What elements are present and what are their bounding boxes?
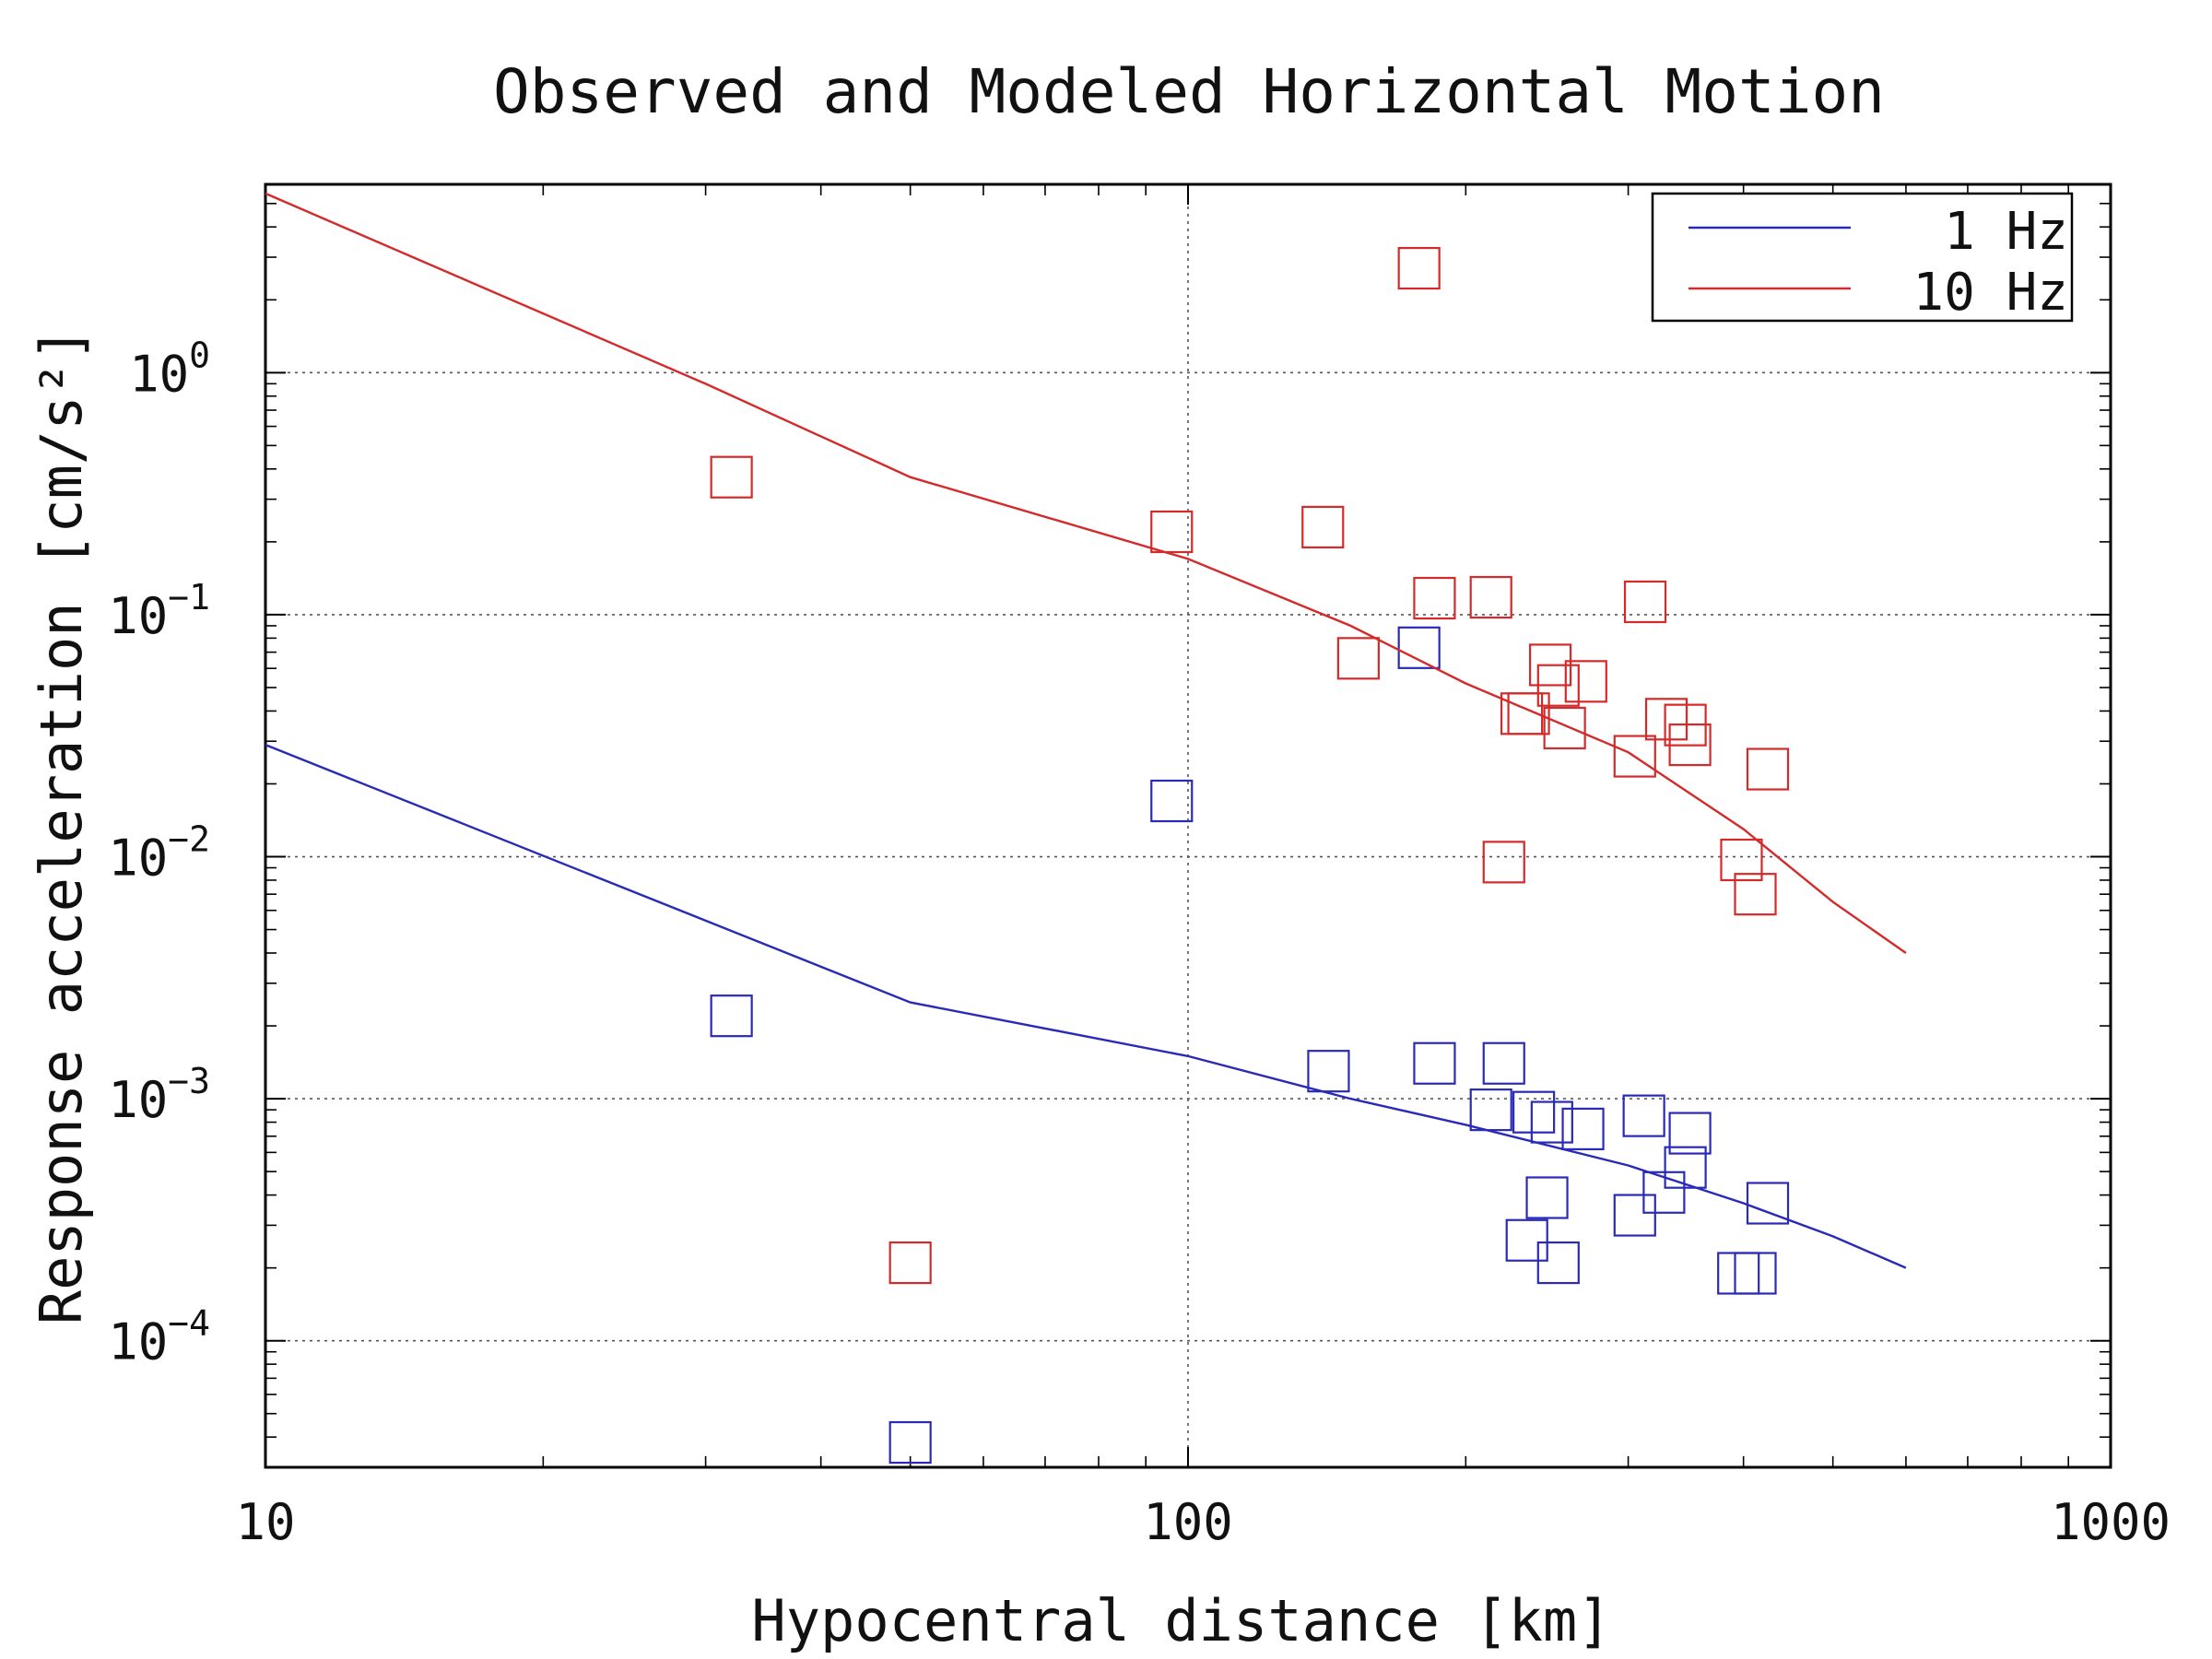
observed-marker-10hz: [1469, 575, 1512, 619]
y-tick-label: 100: [129, 335, 210, 403]
observed-marker-10hz: [1668, 723, 1712, 767]
y-tick-exponent: −2: [168, 819, 210, 860]
y-tick-base: 10: [108, 1313, 168, 1371]
observed-marker-10hz: [1397, 246, 1441, 290]
y-axis-label: Response acceleration [cm/s²]: [28, 327, 95, 1325]
observed-marker-1hz: [1530, 1100, 1573, 1144]
y-tick-base: 10: [108, 1071, 168, 1129]
x-tick-label: 1000: [2051, 1493, 2171, 1551]
x-tick-label: 100: [1143, 1493, 1233, 1551]
observed-marker-10hz: [1336, 637, 1380, 680]
y-tick-label: 10−3: [108, 1061, 210, 1129]
axis-ticks: [265, 184, 2112, 1468]
observed-marker-10hz: [1623, 580, 1667, 624]
y-tick-exponent: −4: [168, 1303, 210, 1344]
observed-marker-1hz: [1613, 1194, 1656, 1237]
observed-marker-10hz: [1613, 735, 1656, 778]
legend: 1 Hz 10 Hz: [1651, 192, 2074, 323]
observed-marker-1hz: [1505, 1218, 1548, 1262]
y-tick-base: 10: [108, 587, 168, 645]
y-tick-label: 10−4: [108, 1303, 210, 1371]
observed-marker-1hz: [1561, 1107, 1605, 1151]
y-tick-label: 10−2: [108, 819, 210, 888]
observed-marker-1hz: [1469, 1088, 1512, 1132]
observed-marker-1hz: [1664, 1146, 1707, 1189]
observed-marker-10hz: [1150, 510, 1194, 554]
y-tick-exponent: −1: [168, 577, 210, 618]
observed-marker-10hz: [1746, 747, 1790, 791]
series-group: [265, 192, 1907, 1465]
observed-marker-1hz: [1307, 1050, 1350, 1093]
legend-box: [1651, 192, 2074, 323]
y-tick-exponent: 0: [189, 335, 210, 375]
observed-marker-1hz: [1622, 1094, 1665, 1137]
model-line-1hz: [265, 743, 1907, 1269]
observed-marker-1hz: [1536, 1241, 1580, 1285]
y-tick-exponent: −3: [168, 1061, 210, 1101]
x-axis-label: Hypocentral distance [km]: [751, 1587, 1611, 1654]
observed-marker-10hz: [1413, 576, 1456, 620]
observed-marker-1hz: [1512, 1090, 1556, 1134]
observed-marker-1hz: [1734, 1252, 1777, 1295]
observed-marker-1hz: [1397, 626, 1441, 669]
observed-marker-10hz: [1543, 706, 1586, 750]
observed-marker-10hz: [710, 455, 753, 499]
model-line-10hz: [265, 192, 1907, 954]
observed-marker-1hz: [888, 1420, 932, 1465]
observed-marker-1hz: [1150, 779, 1194, 823]
observed-marker-10hz: [1644, 698, 1688, 741]
observed-marker-1hz: [710, 994, 753, 1038]
observed-marker-10hz: [1301, 505, 1345, 549]
y-tick-base: 10: [108, 830, 168, 888]
observed-marker-1hz: [1482, 1041, 1525, 1085]
observed-marker-1hz: [1413, 1041, 1456, 1085]
observed-marker-1hz: [1642, 1171, 1686, 1214]
observed-marker-10hz: [888, 1241, 932, 1285]
observed-marker-1hz: [1746, 1182, 1790, 1225]
x-tick-labels: 10 100 1000: [235, 1493, 2171, 1551]
legend-label-1hz: 1 Hz: [1944, 202, 2068, 262]
observed-marker-10hz: [1536, 664, 1580, 707]
y-tick-label: 10−1: [108, 577, 210, 645]
x-tick-label: 10: [235, 1493, 295, 1551]
observed-marker-10hz: [1482, 841, 1525, 884]
observed-marker-1hz: [1525, 1176, 1569, 1219]
observed-marker-1hz: [1717, 1252, 1760, 1295]
grid: [265, 184, 2111, 1467]
y-tick-base: 10: [129, 345, 189, 403]
observed-marker-10hz: [1720, 838, 1763, 882]
observed-marker-10hz: [1734, 873, 1777, 916]
legend-label-10hz: 10 Hz: [1912, 263, 2068, 323]
chart-title: Observed and Modeled Horizontal Motion: [493, 56, 1885, 127]
observed-marker-10hz: [1564, 660, 1607, 703]
observed-marker-1hz: [1668, 1112, 1712, 1155]
observed-marker-10hz: [1507, 692, 1550, 735]
